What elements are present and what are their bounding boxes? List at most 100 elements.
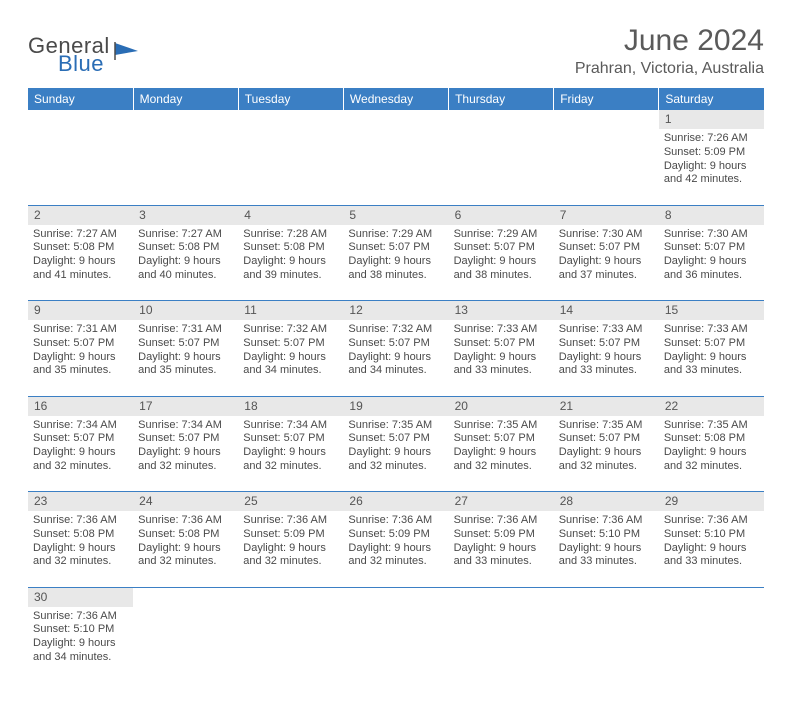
day-cell-line: and 34 minutes. — [33, 651, 128, 665]
day-cell-line: and 38 minutes. — [348, 269, 443, 283]
day-cell: Sunrise: 7:36 AMSunset: 5:08 PMDaylight:… — [133, 511, 238, 587]
day-number — [343, 587, 448, 607]
day-number: 21 — [554, 396, 659, 416]
flag-icon — [114, 41, 142, 66]
day-number: 10 — [133, 301, 238, 321]
day-cell-line: Sunrise: 7:27 AM — [33, 228, 128, 242]
day-cell-line: Sunrise: 7:30 AM — [559, 228, 654, 242]
day-cell-line: Daylight: 9 hours — [454, 255, 549, 269]
day-number — [343, 110, 448, 129]
day-cell-line: Daylight: 9 hours — [664, 542, 759, 556]
day-cell-line: Sunrise: 7:35 AM — [664, 419, 759, 433]
day-cell-line: Sunset: 5:07 PM — [138, 432, 233, 446]
day-cell: Sunrise: 7:36 AMSunset: 5:10 PMDaylight:… — [28, 607, 133, 683]
brand-logo: General Blue — [28, 36, 142, 74]
day-cell: Sunrise: 7:34 AMSunset: 5:07 PMDaylight:… — [133, 416, 238, 492]
day-cell-line: Sunrise: 7:34 AM — [243, 419, 338, 433]
day-cell-line: and 32 minutes. — [454, 460, 549, 474]
day-cell-line: Sunrise: 7:35 AM — [454, 419, 549, 433]
day-cell-line: Daylight: 9 hours — [33, 542, 128, 556]
day-cell: Sunrise: 7:36 AMSunset: 5:10 PMDaylight:… — [554, 511, 659, 587]
day-cell — [659, 607, 764, 683]
weekday-header: Friday — [554, 88, 659, 110]
day-cell-line: and 33 minutes. — [664, 555, 759, 569]
day-cell-line: Sunrise: 7:30 AM — [664, 228, 759, 242]
day-number: 6 — [449, 205, 554, 225]
day-number: 29 — [659, 492, 764, 512]
day-cell: Sunrise: 7:35 AMSunset: 5:07 PMDaylight:… — [343, 416, 448, 492]
day-number: 4 — [238, 205, 343, 225]
day-number — [554, 110, 659, 129]
day-cell-line: and 34 minutes. — [243, 364, 338, 378]
day-number: 22 — [659, 396, 764, 416]
day-cell — [238, 129, 343, 205]
day-cell: Sunrise: 7:26 AMSunset: 5:09 PMDaylight:… — [659, 129, 764, 205]
day-cell — [343, 607, 448, 683]
brand-part2: Blue — [58, 54, 110, 74]
day-cell — [449, 607, 554, 683]
day-cell: Sunrise: 7:36 AMSunset: 5:10 PMDaylight:… — [659, 511, 764, 587]
day-number: 15 — [659, 301, 764, 321]
day-cell-line: and 32 minutes. — [138, 555, 233, 569]
day-cell-line: Sunset: 5:07 PM — [559, 432, 654, 446]
daynum-row: 16171819202122 — [28, 396, 764, 416]
day-cell-line: Daylight: 9 hours — [348, 351, 443, 365]
day-cell-line: Sunrise: 7:36 AM — [559, 514, 654, 528]
day-cell-line: Sunrise: 7:35 AM — [559, 419, 654, 433]
day-cell-line: Sunrise: 7:33 AM — [454, 323, 549, 337]
day-cell-line: and 33 minutes. — [559, 555, 654, 569]
day-cell-line: Daylight: 9 hours — [243, 351, 338, 365]
day-cell-line: Daylight: 9 hours — [243, 255, 338, 269]
day-cell: Sunrise: 7:35 AMSunset: 5:08 PMDaylight:… — [659, 416, 764, 492]
day-cell-line: Sunset: 5:10 PM — [559, 528, 654, 542]
day-cell-line: Daylight: 9 hours — [664, 446, 759, 460]
day-cell-line: and 32 minutes. — [33, 460, 128, 474]
day-cell: Sunrise: 7:32 AMSunset: 5:07 PMDaylight:… — [238, 320, 343, 396]
day-number: 8 — [659, 205, 764, 225]
day-cell-line: and 35 minutes. — [138, 364, 233, 378]
day-cell-line: Daylight: 9 hours — [664, 351, 759, 365]
day-cell: Sunrise: 7:28 AMSunset: 5:08 PMDaylight:… — [238, 225, 343, 301]
day-cell-line: Sunrise: 7:34 AM — [33, 419, 128, 433]
day-cell-line: Daylight: 9 hours — [138, 446, 233, 460]
day-cell-line: and 42 minutes. — [664, 173, 759, 187]
day-cell-line: and 32 minutes. — [348, 460, 443, 474]
day-cell-line: and 32 minutes. — [138, 460, 233, 474]
day-cell-line: Sunrise: 7:34 AM — [138, 419, 233, 433]
daynum-row: 23242526272829 — [28, 492, 764, 512]
day-cell-line: and 32 minutes. — [348, 555, 443, 569]
weekday-header: Sunday — [28, 88, 133, 110]
day-number: 17 — [133, 396, 238, 416]
day-cell-line: Daylight: 9 hours — [348, 255, 443, 269]
day-number: 25 — [238, 492, 343, 512]
day-number: 9 — [28, 301, 133, 321]
day-cell-line: Daylight: 9 hours — [454, 351, 549, 365]
day-cell-line: Daylight: 9 hours — [138, 542, 233, 556]
weekday-header-row: Sunday Monday Tuesday Wednesday Thursday… — [28, 88, 764, 110]
day-cell-line: Daylight: 9 hours — [454, 542, 549, 556]
day-number: 30 — [28, 587, 133, 607]
daynum-row: 9101112131415 — [28, 301, 764, 321]
day-cell-line: Sunset: 5:08 PM — [138, 241, 233, 255]
day-cell: Sunrise: 7:31 AMSunset: 5:07 PMDaylight:… — [133, 320, 238, 396]
day-cell-line: Sunset: 5:08 PM — [243, 241, 338, 255]
content-row: Sunrise: 7:36 AMSunset: 5:08 PMDaylight:… — [28, 511, 764, 587]
day-number: 27 — [449, 492, 554, 512]
day-number: 14 — [554, 301, 659, 321]
day-cell — [554, 129, 659, 205]
day-number: 19 — [343, 396, 448, 416]
day-number: 5 — [343, 205, 448, 225]
day-cell-line: Sunset: 5:07 PM — [664, 337, 759, 351]
day-number — [449, 587, 554, 607]
day-cell: Sunrise: 7:36 AMSunset: 5:09 PMDaylight:… — [343, 511, 448, 587]
day-number — [449, 110, 554, 129]
month-title: June 2024 — [575, 24, 764, 58]
day-cell-line: and 41 minutes. — [33, 269, 128, 283]
day-cell-line: Daylight: 9 hours — [664, 255, 759, 269]
day-cell-line: Daylight: 9 hours — [33, 255, 128, 269]
day-number — [238, 587, 343, 607]
day-cell — [554, 607, 659, 683]
header: General Blue June 2024 Prahran, Victoria… — [28, 24, 764, 78]
day-cell-line: and 32 minutes. — [243, 460, 338, 474]
day-cell-line: Sunset: 5:07 PM — [138, 337, 233, 351]
